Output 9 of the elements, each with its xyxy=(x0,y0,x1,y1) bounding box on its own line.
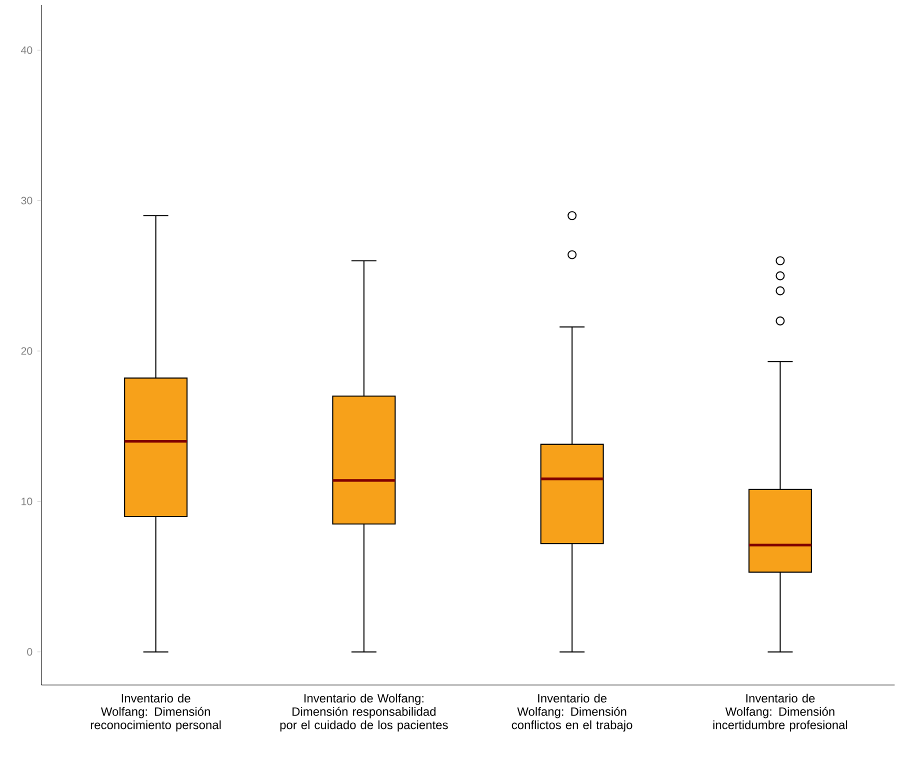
x-tick-label: Inventario de Wolfang: Dimensión conflictos en el trabajo xyxy=(512,694,632,732)
x-tick-label: Inventario de Wolfang: Dimensión reconocimiento personal xyxy=(90,694,221,732)
y-tick-label: 40 xyxy=(21,46,32,54)
x-tick-label: Inventario de Wolfang: Dimensión incertidumbre profesional xyxy=(713,694,848,732)
x-tick-label: Inventario de Wolfang: Dimensión responsabilidad por el cuidado de los pacientes xyxy=(280,694,448,732)
y-tick-label: 30 xyxy=(21,196,32,204)
y-tick-label: 20 xyxy=(21,347,32,355)
y-tick-label: 10 xyxy=(22,498,32,506)
y-tick-label: 0 xyxy=(27,648,32,656)
